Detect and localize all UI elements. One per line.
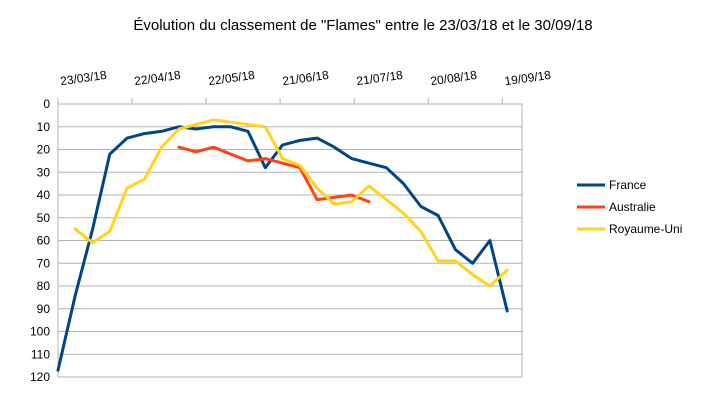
y-tick-label: 10: [37, 120, 51, 134]
x-axis-ticks: 23/03/18 22/04/18 22/05/18 21/06/18 21/07/18…: [57, 68, 553, 104]
y-tick-label: 60: [37, 234, 51, 248]
y-tick-label: 100: [30, 325, 50, 339]
y-tick-label: 90: [37, 302, 51, 316]
y-tick-label: 0: [43, 97, 50, 111]
x-tick-label: 22/04/18: [133, 68, 182, 88]
y-axis-ticks: 0 10 20 30 40 50 60 70 80 90 100 110 120: [30, 97, 50, 384]
series-lines: [56, 118, 509, 372]
x-tick-label: 19/09/18: [504, 68, 553, 88]
plot-area-border: [57, 103, 523, 378]
legend: France Australie Royaume-Uni: [577, 178, 682, 236]
x-tick-label: 22/05/18: [207, 68, 256, 88]
y-tick-label: 70: [37, 256, 51, 270]
legend-label: France: [609, 178, 647, 192]
series-line-royaume-uni: [73, 118, 509, 288]
y-tick-label: 30: [37, 165, 51, 179]
y-tick-label: 40: [37, 188, 51, 202]
x-tick-label: 20/08/18: [430, 68, 479, 88]
y-tick-label: 120: [30, 370, 50, 384]
x-tick-label: 23/03/18: [59, 68, 108, 88]
series-line-france: [56, 125, 509, 372]
chart-title: Évolution du classement de "Flames" entr…: [133, 17, 592, 34]
x-tick-label: 21/07/18: [356, 68, 405, 88]
legend-label: Australie: [609, 200, 656, 214]
y-tick-label: 80: [37, 279, 51, 293]
x-tick-label: 21/06/18: [281, 68, 330, 88]
legend-label: Royaume-Uni: [609, 222, 682, 236]
series-line-australie: [177, 145, 371, 204]
y-tick-label: 110: [31, 347, 50, 361]
y-tick-label: 50: [37, 211, 51, 225]
y-tick-label: 20: [37, 143, 51, 157]
